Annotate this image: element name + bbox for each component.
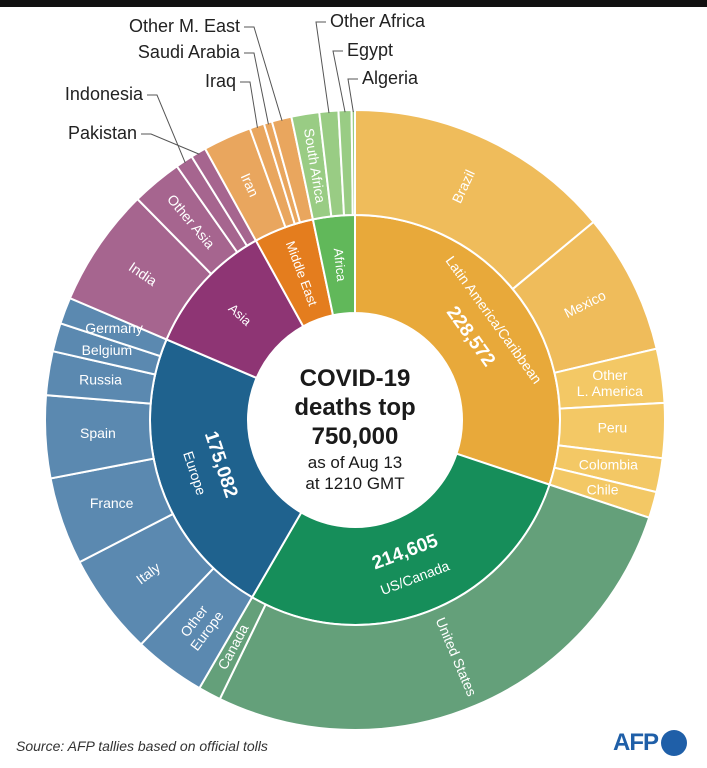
country-egypt-leader xyxy=(332,50,346,113)
country-algeria-arc xyxy=(350,108,356,217)
country-iraq-leader xyxy=(240,81,258,128)
country-saudi-arabia-leader xyxy=(244,52,269,125)
country-spain-label: Spain xyxy=(80,425,116,441)
country-other-africa-leader xyxy=(315,21,330,114)
country-pakistan-label: Pakistan xyxy=(68,123,137,143)
center-subtitle-1: as of Aug 13 xyxy=(308,453,403,472)
afp-logo-text: AFP xyxy=(613,729,659,756)
country-pakistan-leader xyxy=(141,133,200,155)
country-saudi-arabia-label: Saudi Arabia xyxy=(138,42,241,62)
country-algeria-leader xyxy=(347,78,358,113)
country-iraq-label: Iraq xyxy=(205,71,236,91)
country-other-l-america-label: Other L. America xyxy=(577,367,643,399)
center-disc xyxy=(250,315,460,525)
country-other-m-east-label: Other M. East xyxy=(129,16,240,36)
top-rule xyxy=(0,0,707,7)
country-united-states-arc xyxy=(218,483,651,731)
country-indonesia-leader xyxy=(147,94,186,164)
region-africa-name-label: Africa xyxy=(331,247,349,282)
country-colombia-label: Colombia xyxy=(579,457,638,473)
country-germany-label: Germany xyxy=(85,320,143,336)
country-belgium-label: Belgium xyxy=(82,342,133,358)
source-note: Source: AFP tallies based on official to… xyxy=(16,738,268,754)
country-france-label: France xyxy=(90,495,134,511)
center-subtitle-2: at 1210 GMT xyxy=(305,474,404,493)
country-algeria-label: Algeria xyxy=(362,68,419,88)
country-peru-label: Peru xyxy=(598,420,628,436)
center-total: 750,000 xyxy=(312,423,399,450)
country-egypt-label: Egypt xyxy=(347,40,393,60)
country-indonesia-label: Indonesia xyxy=(65,84,144,104)
afp-logo-dot xyxy=(661,730,687,756)
country-chile-label: Chile xyxy=(587,481,619,497)
country-other-m-east-leader xyxy=(244,26,283,121)
country-russia-label: Russia xyxy=(79,372,122,388)
center-title-line2: deaths top xyxy=(294,394,415,421)
center-title: COVID-19 xyxy=(300,365,411,392)
country-other-africa-label: Other Africa xyxy=(330,11,426,31)
afp-logo: AFP xyxy=(613,728,687,758)
